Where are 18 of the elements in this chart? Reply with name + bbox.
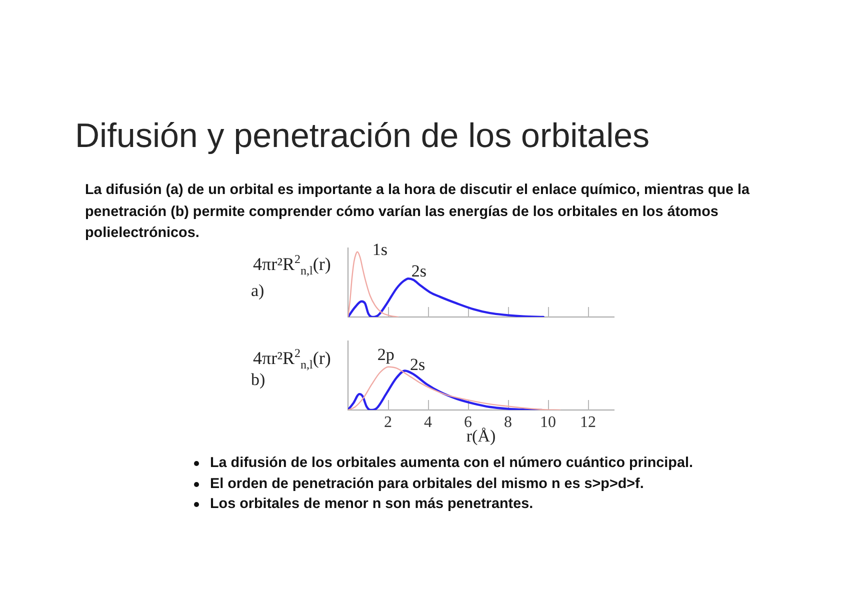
x-tick-label: 2 [384, 414, 392, 431]
series-label: 2p [377, 344, 394, 364]
text: a) [251, 281, 264, 301]
chart-subtitle: La difusión (a) de un orbital es importante a la hora de discutir el enlace químico, mientras que la penetración (b) permite comprender cómo varían las energías de los orbitales en los átomos polielectrónicos. [85, 182, 750, 241]
text: La difusión de los orbitales aumenta con el número cuántico principal. [210, 455, 693, 471]
text: b) [251, 370, 266, 390]
x-tick-label: 4 [424, 414, 432, 431]
y-axis-title: 4πr²R$^{2}$$_{n,l}$(r) [253, 251, 331, 280]
chart-title: Difusión y penetración de los orbitales [75, 116, 650, 156]
x-tick-label: 12 [580, 414, 596, 431]
y-axis-title: 4πr²R$^{2}$$_{n,l}$(r) [253, 346, 331, 372]
x-tick-label: 10 [540, 414, 556, 431]
x-tick-label: 8 [504, 414, 512, 431]
series-label: 1s [372, 240, 388, 259]
series-label: 2s [411, 262, 427, 281]
text: El orden de penetración para orbitales del mismo n es s>p>d>f. [210, 476, 644, 492]
text: Los orbitales de menor n son más penetrantes. [210, 496, 534, 512]
series-label: 2s [410, 354, 426, 374]
